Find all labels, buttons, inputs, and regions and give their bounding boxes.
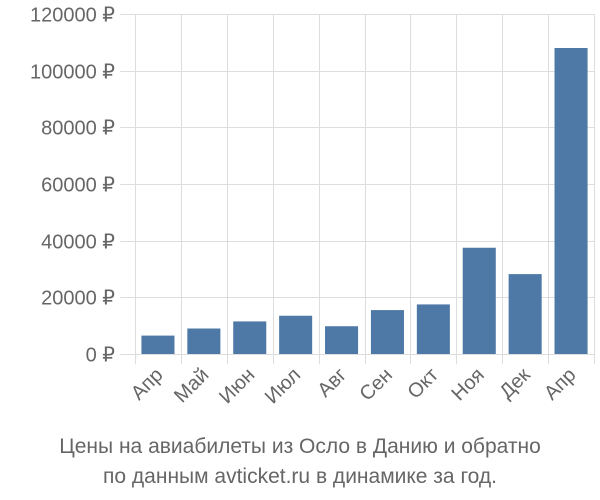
bar-7 [416,304,450,354]
y-tick-label: 40000 ₽ [41,232,115,254]
x-tick-label: Апр [540,364,581,405]
x-tick-label: Окт [403,364,442,403]
x-tick-label: Июл [261,364,305,408]
bar-8 [462,247,496,354]
bar-4 [279,315,313,354]
x-tick-label: Сен [356,364,397,405]
y-tick-label: 0 ₽ [86,345,116,367]
bar-1 [141,335,175,354]
bar-10 [554,48,588,354]
caption-line-2: по данным avticket.ru в динамике за год. [103,465,497,488]
y-tick-label: 20000 ₽ [41,288,115,310]
x-tick-label: Апр [127,364,168,405]
bar-9 [508,274,542,354]
y-tick-label: 120000 ₽ [30,5,115,27]
bar-6 [370,310,404,354]
x-tick-label: Дек [495,364,534,403]
chart-caption: Цены на авиабилеты из Осло в Данию и обр… [0,432,600,492]
caption-line-1: Цены на авиабилеты из Осло в Данию и обр… [59,435,541,458]
x-tick-label: Ноя [447,364,488,405]
price-chart: 0 ₽ 20000 ₽ 40000 ₽ 60000 ₽ 80000 ₽ 100000 ₽ 1… [30,5,595,408]
x-tick-label: Авг [313,364,351,402]
y-tick-label: 80000 ₽ [41,118,115,140]
bar-2 [187,328,221,354]
bar-3 [233,321,267,354]
bar-5 [325,326,359,354]
y-tick-label: 100000 ₽ [30,62,115,84]
y-tick-label: 60000 ₽ [41,175,115,197]
x-tick-label: Июн [215,364,259,408]
x-tick-label: Май [170,364,213,407]
